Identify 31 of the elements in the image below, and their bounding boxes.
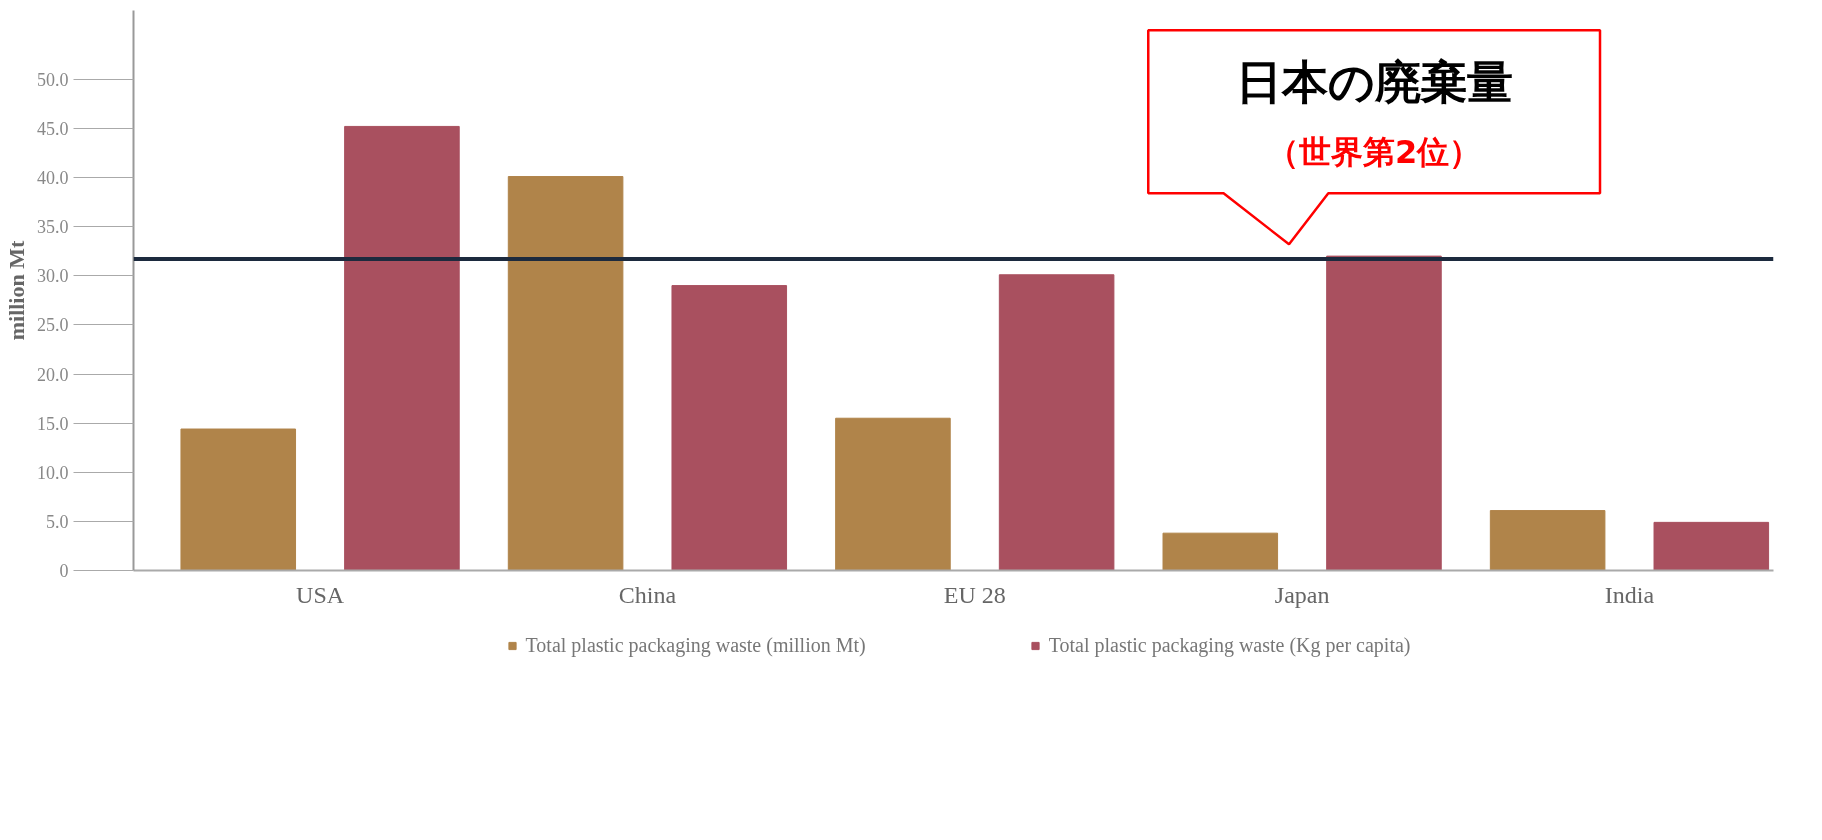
bar bbox=[671, 285, 788, 571]
bar bbox=[1489, 510, 1606, 571]
bar bbox=[344, 125, 460, 571]
y-tick-label: 20.0 bbox=[37, 364, 69, 385]
y-tick-label: 25.0 bbox=[37, 315, 69, 336]
y-tick-label: 45.0 bbox=[37, 118, 69, 139]
y-tick-label: 15.0 bbox=[37, 413, 69, 434]
x-tick-label: India bbox=[1604, 581, 1655, 608]
bar bbox=[1326, 255, 1442, 571]
bar bbox=[1653, 521, 1770, 571]
y-tick-label: 35.0 bbox=[37, 217, 69, 238]
x-tick-label: USA bbox=[296, 581, 345, 608]
legend-label: Total plastic packaging waste (million Mt) bbox=[525, 633, 866, 657]
legend-label: Total plastic packaging waste (Kg per capita) bbox=[1048, 633, 1411, 657]
y-axis-title: million Mt bbox=[4, 240, 29, 341]
bar bbox=[835, 417, 951, 571]
annotation: （世界第2位） bbox=[1267, 133, 1482, 172]
annotation: 日本の廃棄量 bbox=[1235, 54, 1513, 109]
bar bbox=[507, 176, 624, 571]
x-tick-label: China bbox=[618, 581, 677, 608]
x-tick-label: Japan bbox=[1274, 581, 1330, 608]
y-tick-label: 30.0 bbox=[37, 266, 69, 287]
bar bbox=[998, 274, 1115, 571]
x-tick-label: EU 28 bbox=[943, 581, 1006, 608]
y-tick-label: 50.0 bbox=[37, 69, 69, 90]
y-tick-label: 10.0 bbox=[37, 462, 69, 483]
bar bbox=[180, 428, 297, 571]
bar bbox=[1162, 532, 1279, 571]
y-tick-label: 0 bbox=[59, 561, 69, 581]
y-tick-label: 40.0 bbox=[37, 168, 69, 189]
y-tick-label: 5.0 bbox=[46, 511, 69, 532]
